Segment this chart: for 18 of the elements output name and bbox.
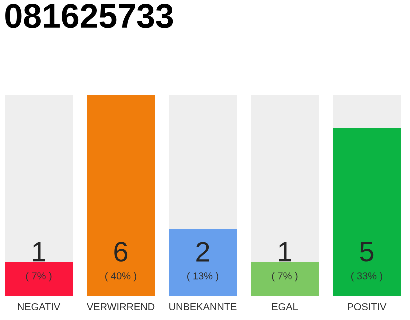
x-tick-label: POSITIV [348, 303, 387, 311]
x-tick-label: VERWIRREND [86, 304, 155, 310]
annotation: ( 13% ) [188, 272, 218, 282]
annotation: ( 7% ) [26, 272, 52, 282]
x-tick-label: NEGATIV [18, 303, 61, 311]
annotation: ( 33% ) [352, 272, 382, 282]
data-label: 1 [279, 242, 292, 262]
data-label: 5 [360, 242, 374, 262]
bar [5, 262, 74, 296]
data-label: 6 [114, 242, 128, 262]
data-label: 2 [196, 242, 210, 262]
annotation: ( 7% ) [272, 272, 298, 282]
chart-title: 081625733 [6, 4, 174, 28]
annotation: ( 40% ) [106, 272, 136, 282]
data-label: 1 [33, 242, 46, 262]
bar [251, 262, 319, 296]
x-tick-label: UNBEKANNTE [170, 303, 237, 310]
x-tick-label: EGAL [272, 303, 298, 311]
